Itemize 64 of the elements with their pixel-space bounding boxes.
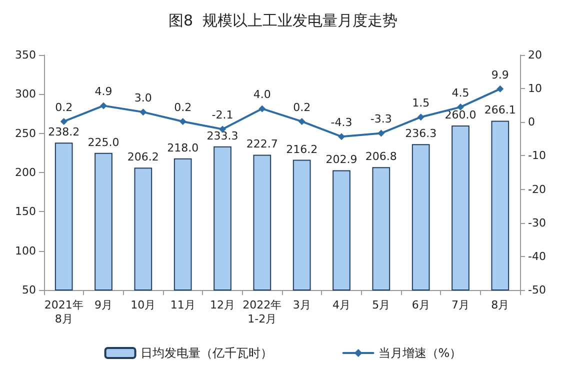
y2-tick-label: 0 xyxy=(528,116,535,129)
x-tick-label: 11月 xyxy=(170,298,196,312)
data-label: 236.3 xyxy=(405,127,437,140)
y2-tick-label: -50 xyxy=(528,284,546,296)
data-label: -3.3 xyxy=(370,112,392,126)
data-label: -2.1 xyxy=(212,108,234,122)
data-label: 260.0 xyxy=(444,108,476,122)
data-label: 233.3 xyxy=(206,129,238,142)
data-label: 0.2 xyxy=(174,100,192,114)
x-tick-label: 7月 xyxy=(452,298,470,312)
data-label: 238.2 xyxy=(48,126,80,139)
data-label: 206.8 xyxy=(365,150,397,164)
data-label: 222.7 xyxy=(246,138,278,151)
y2-tick-label: -10 xyxy=(528,149,546,162)
x-tick-label: 9月 xyxy=(94,298,112,312)
point xyxy=(258,105,266,112)
data-label: 4.5 xyxy=(452,86,470,100)
data-label: -4.3 xyxy=(330,116,352,130)
y-tick-label: 350 xyxy=(15,48,36,62)
data-label: 216.2 xyxy=(286,142,318,156)
data-label: 3.0 xyxy=(134,92,152,105)
chart-title: 图8 规模以上工业发电量月度走势 xyxy=(168,12,398,30)
y2-tick-label: -30 xyxy=(528,216,546,230)
y2-tick-label: 10 xyxy=(528,82,542,96)
data-label: 0.2 xyxy=(293,100,311,114)
data-label: 202.9 xyxy=(326,153,358,166)
x-tick-label: 8月 xyxy=(491,298,510,312)
y-tick-label: 100 xyxy=(15,244,36,258)
data-label: 225.0 xyxy=(88,136,120,149)
point xyxy=(60,118,68,125)
y-tick-label: 300 xyxy=(15,88,36,101)
y2-tick-label: -20 xyxy=(528,182,546,196)
data-label: 4.9 xyxy=(94,85,112,98)
point xyxy=(140,108,147,116)
x-tick-label: 12月 xyxy=(210,298,235,312)
legend-label: 日均发电量（亿千瓦时） xyxy=(140,346,272,360)
y-tick-label: 50 xyxy=(22,284,36,296)
point xyxy=(496,85,504,92)
point xyxy=(298,118,306,125)
data-label: 0.2 xyxy=(55,100,73,114)
y-tick-label: 150 xyxy=(15,205,36,218)
x-tick-label: 2022年 1-2月 xyxy=(242,298,282,326)
data-label: 218.0 xyxy=(167,141,199,154)
x-tick-label: 2021年 8月 xyxy=(44,298,84,326)
y-tick-label: 250 xyxy=(15,126,36,140)
x-tick-label: 6月 xyxy=(412,298,430,312)
x-tick-label: 10月 xyxy=(130,298,156,312)
point xyxy=(179,118,186,125)
data-label: 9.9 xyxy=(491,68,509,82)
data-label: 206.2 xyxy=(127,150,159,164)
y-tick-label: 200 xyxy=(15,166,36,179)
data-label: 4.0 xyxy=(253,88,271,102)
data-label: 1.5 xyxy=(412,96,430,110)
x-tick-label: 5月 xyxy=(372,298,390,312)
x-tick-label: 3月 xyxy=(292,298,311,312)
y2-tick-label: -40 xyxy=(528,250,546,263)
data-label: 266.1 xyxy=(484,104,516,117)
y2-tick-label: 20 xyxy=(528,48,542,62)
x-tick-label: 4月 xyxy=(332,298,350,312)
point xyxy=(417,114,424,121)
legend-label: 当月增速（%） xyxy=(378,346,462,360)
point xyxy=(378,130,385,137)
point xyxy=(338,133,345,140)
point xyxy=(100,102,107,110)
